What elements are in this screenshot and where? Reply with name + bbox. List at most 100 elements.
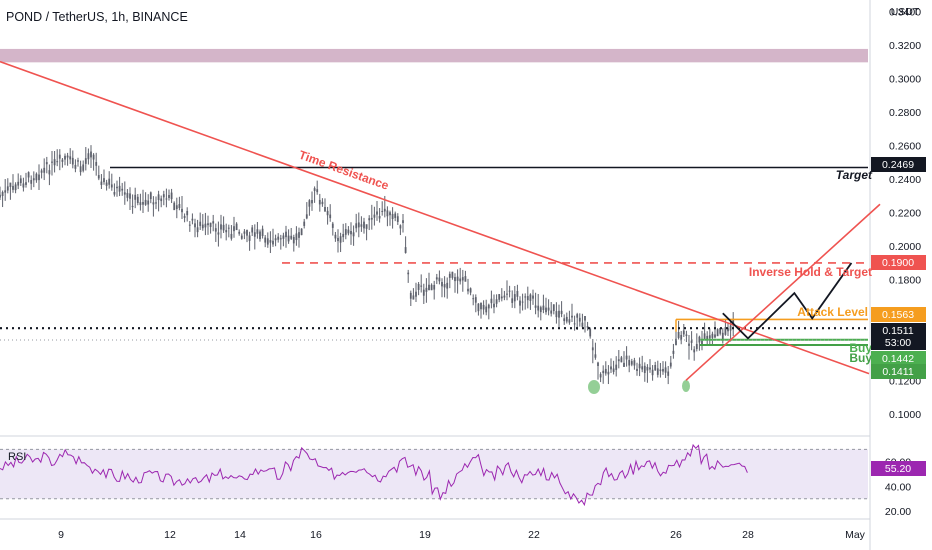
- candle-body: [435, 277, 438, 280]
- candle-body: [511, 298, 514, 303]
- candle-body: [711, 333, 714, 338]
- candle-body: [529, 294, 532, 301]
- candle-body: [555, 311, 558, 318]
- candle-body: [149, 192, 152, 200]
- candle-body: [116, 186, 118, 189]
- candle-body: [74, 164, 77, 169]
- candle-body: [706, 335, 709, 340]
- candle-body: [155, 202, 157, 204]
- candle-body: [118, 185, 121, 192]
- candle-body: [594, 354, 597, 358]
- candle-body: [724, 327, 727, 335]
- rsi-tick-1: 40.00: [885, 481, 911, 493]
- candle-body: [604, 368, 607, 374]
- symbol-title: POND / TetherUS, 1h, BINANCE: [6, 10, 188, 24]
- rsi-value-label: 55.20: [885, 463, 911, 475]
- candle-body: [508, 290, 511, 292]
- candle-body: [152, 202, 155, 205]
- candle-body: [537, 305, 540, 311]
- candle-body: [233, 226, 235, 232]
- candle-body: [45, 162, 48, 165]
- candle-body: [667, 371, 670, 376]
- countdown-label: 53:00: [885, 337, 911, 349]
- candle-body: [168, 195, 170, 198]
- candle-body: [266, 238, 269, 245]
- candle-body: [313, 188, 316, 191]
- candle-body: [27, 172, 30, 178]
- candle-body: [199, 221, 202, 226]
- candle-body: [77, 160, 79, 162]
- candle-body: [417, 283, 420, 290]
- candle-body: [181, 208, 183, 213]
- candle-body: [625, 355, 628, 360]
- candle-body: [261, 228, 264, 237]
- candle-body: [6, 186, 9, 191]
- candle-body: [386, 210, 389, 217]
- candle-body: [456, 276, 459, 281]
- candle-body: [682, 330, 685, 335]
- candle-body: [461, 277, 464, 281]
- candle-body: [542, 305, 545, 311]
- candle-body: [290, 235, 293, 239]
- candle-body: [701, 340, 703, 345]
- candle-body: [324, 206, 326, 212]
- candle-body: [347, 229, 350, 234]
- candle-body: [214, 228, 217, 232]
- candle-body: [524, 296, 527, 298]
- candle-body: [584, 316, 586, 321]
- candle-body: [131, 205, 134, 208]
- candle-body: [43, 167, 46, 173]
- candle-body: [503, 295, 506, 298]
- bottom-marker-1: [588, 380, 600, 394]
- candle-body: [178, 204, 181, 209]
- candle-body: [227, 227, 230, 229]
- time-tick-0: 9: [58, 529, 64, 541]
- candle-body: [360, 224, 363, 227]
- candle-body: [209, 222, 212, 227]
- candle-body: [373, 214, 376, 218]
- candle-body: [716, 329, 719, 337]
- candle-body: [545, 307, 547, 313]
- candle-body: [409, 292, 412, 299]
- candle-body: [617, 359, 620, 362]
- candle-body: [100, 181, 103, 185]
- candle-body: [58, 154, 61, 159]
- candle-body: [300, 228, 303, 236]
- candle-body: [521, 301, 524, 303]
- time-tick-2: 14: [234, 529, 246, 541]
- candle-body: [246, 230, 248, 236]
- candle-body: [162, 194, 165, 198]
- candle-body: [277, 236, 280, 240]
- candle-body: [305, 214, 308, 219]
- candle-body: [256, 229, 259, 234]
- candle-body: [651, 369, 654, 376]
- candle-body: [422, 289, 425, 296]
- candle-body: [469, 288, 472, 293]
- candle-body: [186, 210, 189, 216]
- candle-body: [391, 213, 394, 220]
- candle-body: [428, 284, 430, 291]
- candle-body: [32, 178, 35, 181]
- candle-body: [415, 291, 417, 297]
- buy2-price-tag: [871, 364, 926, 379]
- candle-body: [69, 156, 72, 160]
- candle-body: [9, 182, 12, 187]
- candle-body: [61, 159, 64, 162]
- candle-body: [253, 232, 256, 237]
- candle-body: [157, 194, 160, 201]
- candle-body: [664, 367, 667, 373]
- candle-body: [680, 334, 683, 340]
- candle-body: [402, 220, 404, 224]
- candle-body: [337, 237, 339, 242]
- candle-body: [316, 189, 319, 193]
- candle-body: [589, 328, 592, 337]
- candle-body: [383, 208, 386, 212]
- price-tick-6: 0.2200: [889, 208, 921, 220]
- candle-body: [441, 282, 443, 287]
- candle-body: [448, 273, 451, 278]
- candle-body: [82, 164, 85, 171]
- candle-body: [53, 159, 56, 166]
- candle-body: [636, 368, 638, 371]
- candle-body: [500, 296, 503, 299]
